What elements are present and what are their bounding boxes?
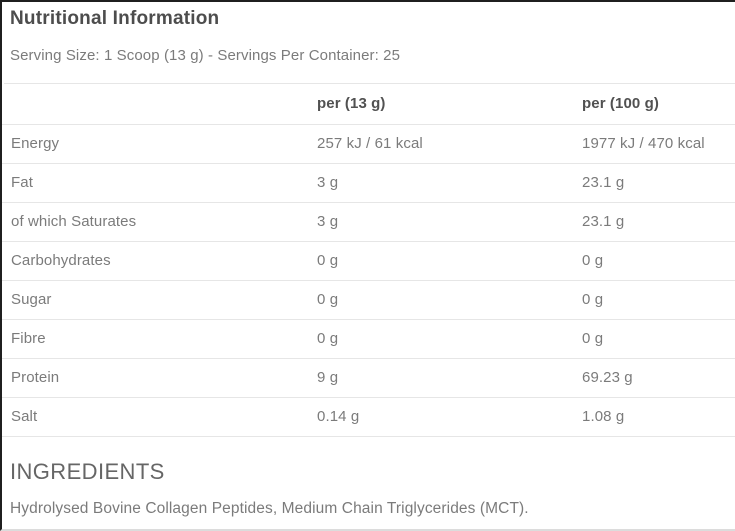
value-per-100g: 23.1 g <box>582 202 735 242</box>
value-per-serving: 3 g <box>317 202 582 242</box>
column-header-blank <box>2 84 317 125</box>
value-per-100g: 0 g <box>582 280 735 320</box>
value-per-serving: 0.14 g <box>317 397 582 437</box>
value-per-100g: 0 g <box>582 319 735 359</box>
table-row: of which Saturates 3 g 23.1 g <box>2 202 735 242</box>
serving-size-info: Serving Size: 1 Scoop (13 g) - Servings … <box>10 47 401 64</box>
nutrient-label: Fat <box>2 163 317 203</box>
value-per-100g: 23.1 g <box>582 163 735 203</box>
value-per-100g: 1.08 g <box>582 397 735 437</box>
value-per-serving: 0 g <box>317 319 582 359</box>
nutrient-label: Sugar <box>2 280 317 320</box>
value-per-serving: 9 g <box>317 358 582 398</box>
page-title: Nutritional Information <box>10 8 220 29</box>
value-per-100g: 0 g <box>582 241 735 281</box>
nutrient-label: Salt <box>2 397 317 437</box>
table-header-row: per (13 g) per (100 g) <box>2 84 735 125</box>
table-row: Carbohydrates 0 g 0 g <box>2 241 735 281</box>
ingredients-text: Hydrolysed Bovine Collagen Peptides, Med… <box>10 499 529 517</box>
nutrient-label: Fibre <box>2 319 317 359</box>
column-header-per-serving: per (13 g) <box>317 84 582 125</box>
value-per-serving: 0 g <box>317 280 582 320</box>
section-divider <box>4 83 735 84</box>
column-header-per-100g: per (100 g) <box>582 84 735 125</box>
value-per-100g: 69.23 g <box>582 358 735 398</box>
ingredients-section: INGREDIENTS Hydrolysed Bovine Collagen P… <box>2 437 735 519</box>
ingredients-heading: INGREDIENTS <box>10 458 165 484</box>
nutrient-label: Energy <box>2 124 317 164</box>
value-per-serving: 3 g <box>317 163 582 203</box>
table-row: Protein 9 g 69.23 g <box>2 358 735 398</box>
nutrient-label: Carbohydrates <box>2 241 317 281</box>
value-per-serving: 0 g <box>317 241 582 281</box>
table-row: Fat 3 g 23.1 g <box>2 163 735 203</box>
value-per-serving: 257 kJ / 61 kcal <box>317 124 582 164</box>
table-row: Sugar 0 g 0 g <box>2 280 735 320</box>
panel-header: Nutritional Information Serving Size: 1 … <box>2 2 735 83</box>
nutrient-label: Protein <box>2 358 317 398</box>
table-row: Salt 0.14 g 1.08 g <box>2 397 735 437</box>
value-per-100g: 1977 kJ / 470 kcal <box>582 124 735 164</box>
table-row: Energy 257 kJ / 61 kcal 1977 kJ / 470 kc… <box>2 124 735 164</box>
table-row: Fibre 0 g 0 g <box>2 319 735 359</box>
nutrient-label: of which Saturates <box>2 202 317 242</box>
nutrition-table: per (13 g) per (100 g) Energy 257 kJ / 6… <box>2 84 735 437</box>
